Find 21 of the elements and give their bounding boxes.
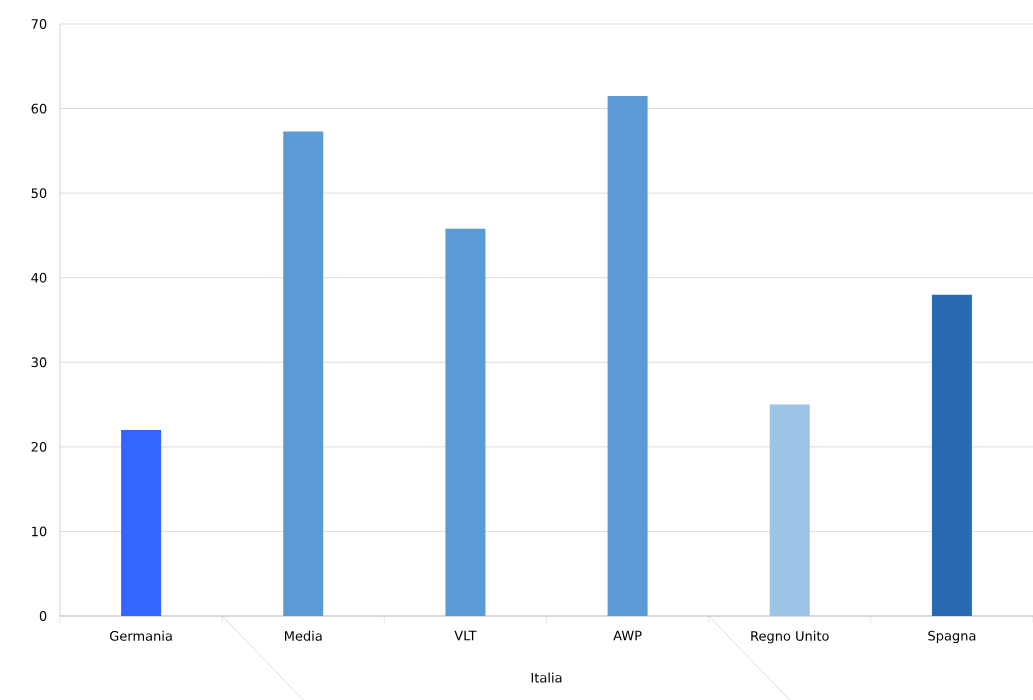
bar	[769, 404, 810, 616]
x-tick-label: Regno Unito	[751, 630, 829, 644]
x-tick-label: Germania	[110, 630, 172, 641]
y-tick-label: 40	[31, 272, 47, 283]
text: Italia	[531, 672, 562, 683]
x-tick-label: VLT	[454, 630, 477, 641]
x-tick-label: Spagna	[928, 630, 976, 644]
bar	[607, 95, 648, 616]
y-tick-label: 30	[31, 357, 47, 368]
bar	[931, 294, 972, 616]
y-tick-label: 60	[31, 103, 47, 114]
y-tick-label: 70	[31, 19, 47, 29]
bar	[445, 228, 486, 616]
x-tick-label: AWP	[613, 630, 642, 641]
x-tick-label: Media	[285, 630, 322, 641]
bar	[121, 429, 162, 616]
y-tick-label: 20	[31, 441, 47, 452]
y-tick-label: 10	[32, 526, 47, 537]
y-tick-label: 0	[39, 611, 47, 621]
y-tick-label: 50	[31, 188, 47, 199]
bar	[283, 131, 324, 616]
